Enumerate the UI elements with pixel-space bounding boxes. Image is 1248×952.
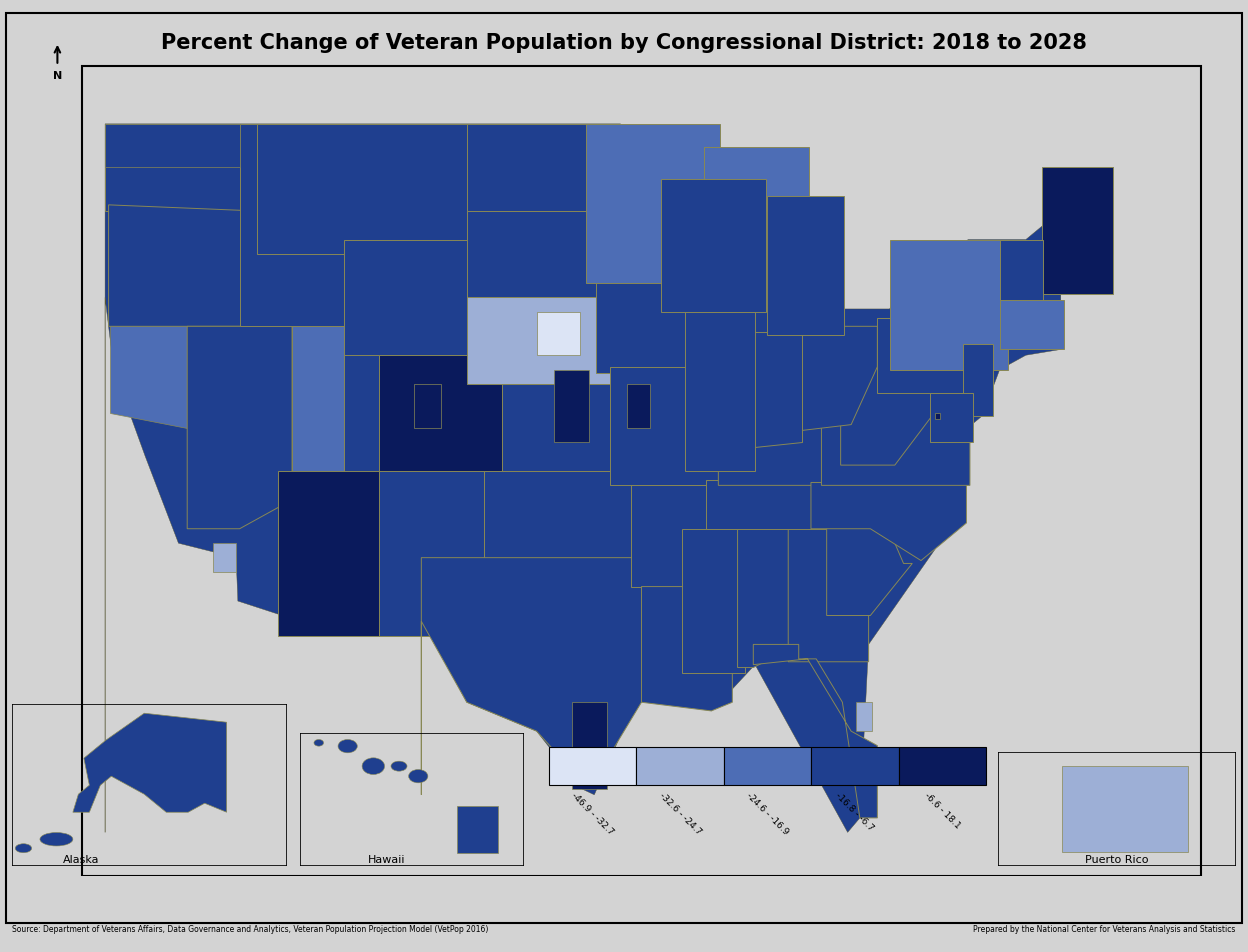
Text: -6.6 - 18.1: -6.6 - 18.1 xyxy=(922,790,962,829)
Ellipse shape xyxy=(338,740,357,753)
Polygon shape xyxy=(213,544,236,572)
Ellipse shape xyxy=(314,740,323,746)
Polygon shape xyxy=(105,125,1113,832)
Ellipse shape xyxy=(109,745,136,772)
Polygon shape xyxy=(467,125,589,211)
Ellipse shape xyxy=(40,833,72,846)
Text: -24.6 - -16.9: -24.6 - -16.9 xyxy=(745,790,790,836)
Polygon shape xyxy=(344,240,467,356)
Polygon shape xyxy=(719,410,851,486)
Ellipse shape xyxy=(362,758,384,775)
Polygon shape xyxy=(890,240,1008,370)
Text: Prepared by the National Center for Veterans Analysis and Statistics: Prepared by the National Center for Vete… xyxy=(973,923,1236,933)
Polygon shape xyxy=(187,327,292,529)
Polygon shape xyxy=(484,471,634,558)
Polygon shape xyxy=(554,370,589,443)
Polygon shape xyxy=(685,312,755,471)
Polygon shape xyxy=(1062,766,1188,852)
Polygon shape xyxy=(1042,169,1113,295)
Polygon shape xyxy=(257,125,467,255)
Text: -16.8 - -6.7: -16.8 - -6.7 xyxy=(834,790,876,832)
Polygon shape xyxy=(105,125,240,169)
Polygon shape xyxy=(935,413,940,420)
Text: Alaska: Alaska xyxy=(62,855,100,864)
Text: Percent Change of Veteran Population by Congressional District: 2018 to 2028: Percent Change of Veteran Population by … xyxy=(161,33,1087,53)
Ellipse shape xyxy=(15,843,31,853)
Polygon shape xyxy=(537,312,580,356)
Polygon shape xyxy=(877,318,978,393)
Polygon shape xyxy=(105,125,240,211)
Polygon shape xyxy=(841,367,938,466)
Text: -32.6 - -24.7: -32.6 - -24.7 xyxy=(658,790,703,836)
Polygon shape xyxy=(745,333,802,448)
Polygon shape xyxy=(414,385,441,428)
Polygon shape xyxy=(422,558,650,795)
Polygon shape xyxy=(572,703,607,789)
Polygon shape xyxy=(597,284,694,373)
Polygon shape xyxy=(379,471,484,636)
Polygon shape xyxy=(1000,240,1043,307)
Polygon shape xyxy=(278,471,379,636)
Polygon shape xyxy=(467,298,615,385)
Polygon shape xyxy=(660,180,765,312)
Text: Puerto Rico: Puerto Rico xyxy=(1086,855,1148,864)
Text: N: N xyxy=(52,71,62,81)
Polygon shape xyxy=(706,480,859,529)
Polygon shape xyxy=(856,703,872,731)
Text: Source: Department of Veterans Affairs, Data Governance and Analytics, Veteran P: Source: Department of Veterans Affairs, … xyxy=(12,923,489,933)
Ellipse shape xyxy=(408,770,428,783)
Polygon shape xyxy=(754,645,877,818)
Polygon shape xyxy=(930,393,973,443)
Ellipse shape xyxy=(155,767,200,803)
Polygon shape xyxy=(72,713,227,812)
Polygon shape xyxy=(641,587,733,711)
Polygon shape xyxy=(704,148,809,211)
Text: Hawaii: Hawaii xyxy=(368,855,406,864)
Polygon shape xyxy=(292,327,344,471)
Ellipse shape xyxy=(391,762,407,771)
Polygon shape xyxy=(789,529,869,662)
Polygon shape xyxy=(681,529,745,674)
Polygon shape xyxy=(821,399,970,486)
Polygon shape xyxy=(457,806,498,853)
Polygon shape xyxy=(110,327,187,428)
Polygon shape xyxy=(502,385,631,471)
Text: -46.9 - -32.7: -46.9 - -32.7 xyxy=(570,790,615,836)
Polygon shape xyxy=(379,356,502,471)
Polygon shape xyxy=(610,367,728,486)
Polygon shape xyxy=(1000,301,1065,350)
Polygon shape xyxy=(802,327,877,431)
Polygon shape xyxy=(240,125,344,327)
Polygon shape xyxy=(467,211,598,298)
Polygon shape xyxy=(768,197,844,336)
Polygon shape xyxy=(811,483,966,561)
Polygon shape xyxy=(631,486,719,587)
Polygon shape xyxy=(109,206,248,327)
Polygon shape xyxy=(738,529,799,668)
Polygon shape xyxy=(628,385,650,428)
Polygon shape xyxy=(963,345,992,417)
Polygon shape xyxy=(585,125,720,284)
Polygon shape xyxy=(826,524,912,616)
